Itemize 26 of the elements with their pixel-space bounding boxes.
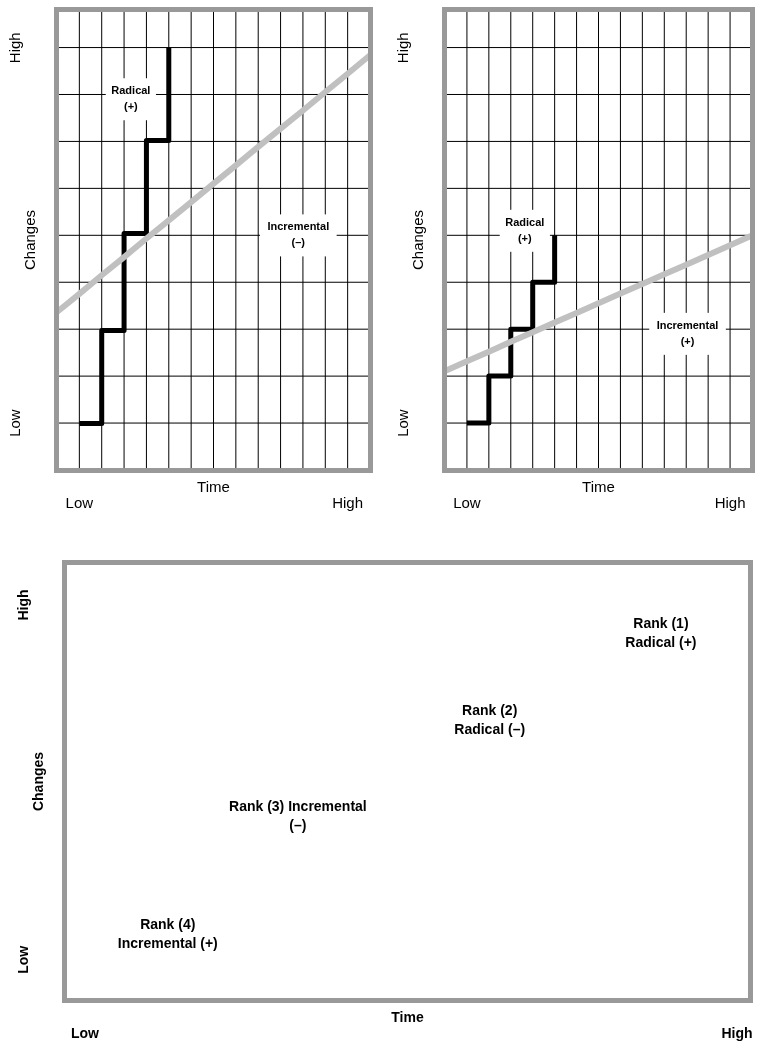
text: Rank (2) Radical (–) bbox=[454, 702, 526, 738]
x-tick-label: High bbox=[714, 494, 746, 511]
x-axis-title: Time bbox=[582, 478, 615, 495]
category-label: High bbox=[6, 32, 23, 64]
y-axis-title: Changes bbox=[409, 209, 426, 271]
annotation: Incremental (–) bbox=[267, 220, 330, 249]
category-label: Low bbox=[394, 409, 411, 437]
text: Time bbox=[391, 1009, 424, 1025]
annotation: Radical (+) bbox=[111, 84, 151, 113]
text: Rank (3) Incremental (–) bbox=[229, 798, 367, 834]
category-label: Low bbox=[6, 409, 23, 437]
x-tick-label: Low bbox=[453, 494, 481, 511]
category-label: High bbox=[394, 32, 411, 64]
annotation: Radical (+) bbox=[505, 215, 545, 244]
x-tick-label: High bbox=[332, 494, 364, 511]
annotation: Incremental (+) bbox=[656, 318, 719, 347]
category-label: Low bbox=[71, 1025, 100, 1041]
x-tick-label: Low bbox=[65, 494, 94, 511]
category-label: High bbox=[721, 1025, 753, 1041]
category-label: High bbox=[15, 589, 31, 621]
y-axis-title: Changes bbox=[21, 209, 38, 271]
text: Rank (1) Radical (+) bbox=[625, 614, 697, 650]
text: Rank (4) Incremental (+) bbox=[117, 916, 218, 952]
text: Changes bbox=[30, 751, 46, 812]
x-axis-title: Time bbox=[197, 478, 230, 495]
category-label: Low bbox=[15, 945, 31, 974]
